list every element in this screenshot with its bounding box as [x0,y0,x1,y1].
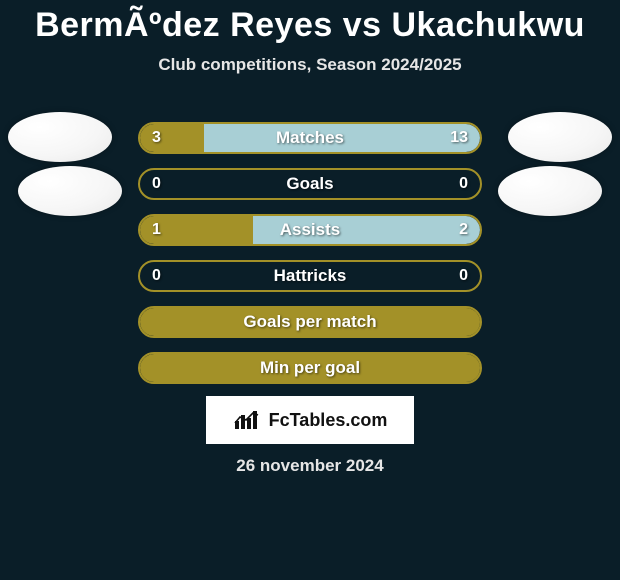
stat-label: Goals [140,170,480,198]
player-left-avatar [8,112,112,162]
stat-label: Min per goal [140,354,480,382]
page-subtitle: Club competitions, Season 2024/2025 [0,55,620,75]
brand-text: FcTables.com [269,410,388,431]
stat-row-matches: 3 Matches 13 [138,122,482,154]
page-title: BermÃºdez Reyes vs Ukachukwu [0,0,620,45]
stat-value-right: 0 [459,262,468,290]
stat-value-right: 2 [459,216,468,244]
stat-row-goals: 0 Goals 0 [138,168,482,200]
stat-row-assists: 1 Assists 2 [138,214,482,246]
stat-row-hattricks: 0 Hattricks 0 [138,260,482,292]
stat-row-goals-per-match: Goals per match [138,306,482,338]
stat-label: Matches [140,124,480,152]
stat-value-right: 13 [450,124,468,152]
stat-label: Goals per match [140,308,480,336]
stat-value-right: 0 [459,170,468,198]
stat-label: Assists [140,216,480,244]
player-right-team-badge [498,166,602,216]
player-left-team-badge [18,166,122,216]
stats-container: 3 Matches 13 0 Goals 0 1 Assists 2 0 Hat… [138,122,482,398]
date-label: 26 november 2024 [0,456,620,476]
stat-row-min-per-goal: Min per goal [138,352,482,384]
brand-badge: FcTables.com [206,396,414,444]
stat-label: Hattricks [140,262,480,290]
player-right-avatar [508,112,612,162]
brand-bars-icon [233,409,261,431]
